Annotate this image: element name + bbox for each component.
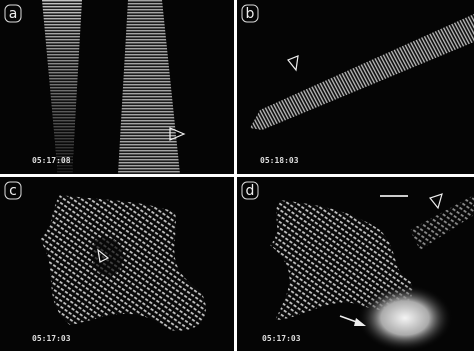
timestamp: 05:18:03: [260, 156, 299, 165]
timestamp: 05:17:08: [32, 156, 71, 165]
panel-label: c: [9, 183, 17, 199]
panel-a: a 05:17:08: [0, 0, 234, 174]
timestamp: 05:17:03: [262, 334, 301, 343]
panel-label: d: [246, 183, 255, 199]
timestamp: 05:17:03: [32, 334, 71, 343]
panel-b: b 05:18:03: [237, 0, 474, 174]
panel-label: b: [246, 6, 255, 22]
panel-label: a: [9, 6, 18, 22]
panel-c: c 05:17:03: [0, 177, 234, 351]
panel-d: d 05:17:03: [237, 177, 474, 351]
